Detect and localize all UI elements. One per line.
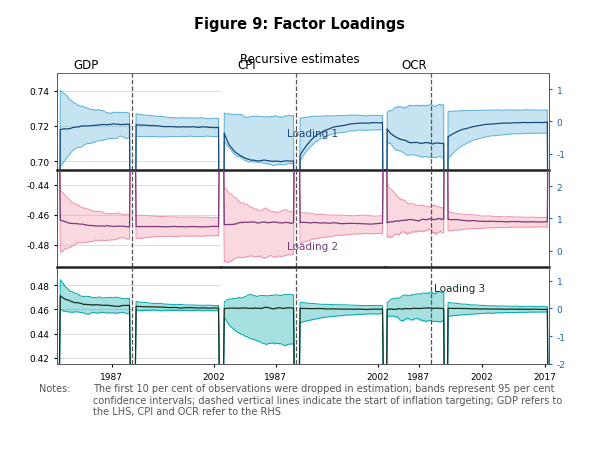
Text: OCR: OCR <box>401 59 427 72</box>
Text: The first 10 per cent of observations were dropped in estimation; bands represen: The first 10 per cent of observations we… <box>93 383 562 416</box>
Text: GDP: GDP <box>73 59 98 72</box>
Text: Loading 3: Loading 3 <box>434 284 485 294</box>
Text: Loading 1: Loading 1 <box>287 129 338 139</box>
Text: Notes:: Notes: <box>39 383 71 393</box>
Text: Loading 2: Loading 2 <box>287 241 338 251</box>
Text: Figure 9: Factor Loadings: Figure 9: Factor Loadings <box>194 17 406 31</box>
Text: Recursive estimates: Recursive estimates <box>240 53 360 66</box>
Text: CPI: CPI <box>238 59 256 72</box>
